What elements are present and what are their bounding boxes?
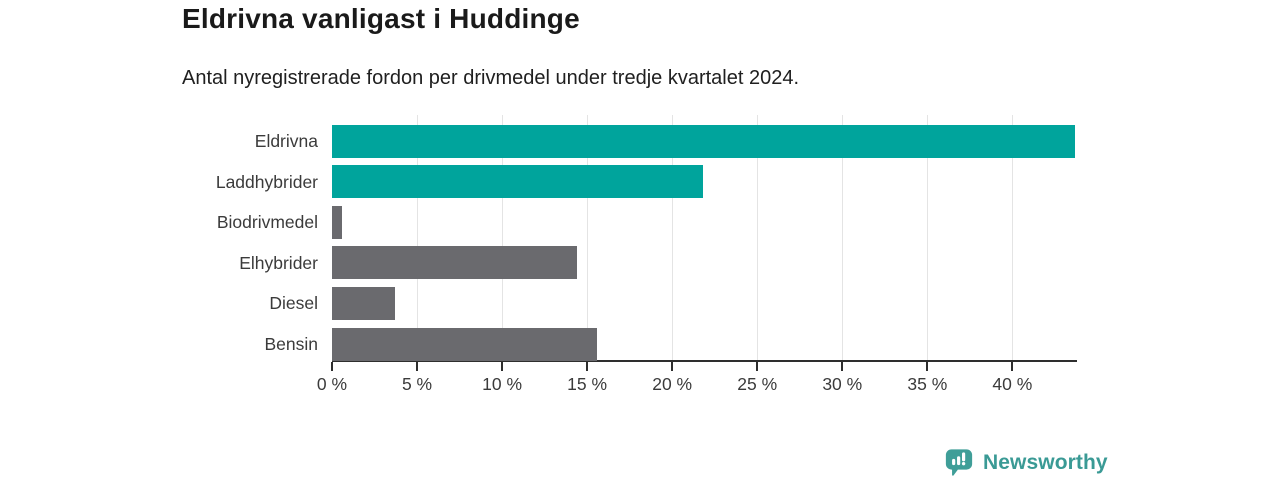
chart-subtitle: Antal nyregistrerade fordon per drivmede…	[182, 67, 800, 89]
bar-laddhybrider	[332, 165, 703, 199]
x-axis-tick-label-40: 40 %	[992, 374, 1033, 394]
bar-eldrivna	[332, 124, 1076, 158]
x-axis-tick-0	[331, 362, 333, 371]
x-axis-tick-5	[416, 362, 419, 371]
category-label-bensin: Bensin	[264, 334, 318, 354]
x-axis-tick-20	[671, 362, 674, 371]
bar-elhybrider	[332, 246, 577, 280]
bar-bensin	[332, 327, 598, 361]
gridline-15	[586, 115, 588, 360]
newsworthy-logo[interactable]: Newsworthy	[944, 448, 1108, 478]
newsworthy-wordmark: Newsworthy	[983, 451, 1108, 474]
newsworthy-chart-bubble-icon	[945, 449, 973, 476]
x-axis-tick-label-35: 35 %	[907, 374, 948, 394]
bar-diesel	[332, 286, 395, 320]
x-axis-tick-label-25: 25 %	[737, 374, 778, 394]
x-axis-tick-40	[1011, 362, 1014, 371]
gridline-25	[756, 115, 758, 360]
gridline-5	[416, 115, 418, 360]
x-axis-tick-label-0: 0 %	[316, 374, 348, 394]
x-axis-tick-30	[841, 362, 844, 371]
x-axis-tick-label-15: 15 %	[567, 374, 608, 394]
bar-biodrivmedel	[332, 205, 343, 239]
x-axis-tick-label-30: 30 %	[822, 374, 863, 394]
x-axis-tick-label-5: 5 %	[401, 374, 433, 394]
category-label-eldrivna: Eldrivna	[254, 131, 318, 151]
gridline-40	[1011, 115, 1013, 360]
gridline-30	[841, 115, 843, 360]
x-axis-tick-10	[501, 362, 504, 371]
x-axis-tick-25	[756, 362, 759, 371]
category-label-biodrivmedel: Biodrivmedel	[216, 212, 318, 233]
plot-area: Eldrivna Laddhybrider Biodrivmedel Elhybrid…	[216, 115, 1077, 394]
category-label-laddhybrider: Laddhybrider	[215, 171, 318, 192]
x-axis-tick-15	[586, 362, 589, 371]
gridline-10	[501, 115, 503, 360]
x-axis-tick-label-20: 20 %	[652, 374, 693, 394]
chart-title: Eldrivna vanligast i Huddinge	[182, 3, 580, 34]
x-axis-tick-label-10: 10 %	[482, 374, 523, 394]
gridline-35	[926, 115, 928, 360]
category-label-elhybrider: Elhybrider	[239, 252, 318, 273]
x-axis-tick-35	[926, 362, 929, 371]
gridline-20	[671, 115, 673, 360]
category-label-diesel: Diesel	[269, 293, 318, 314]
